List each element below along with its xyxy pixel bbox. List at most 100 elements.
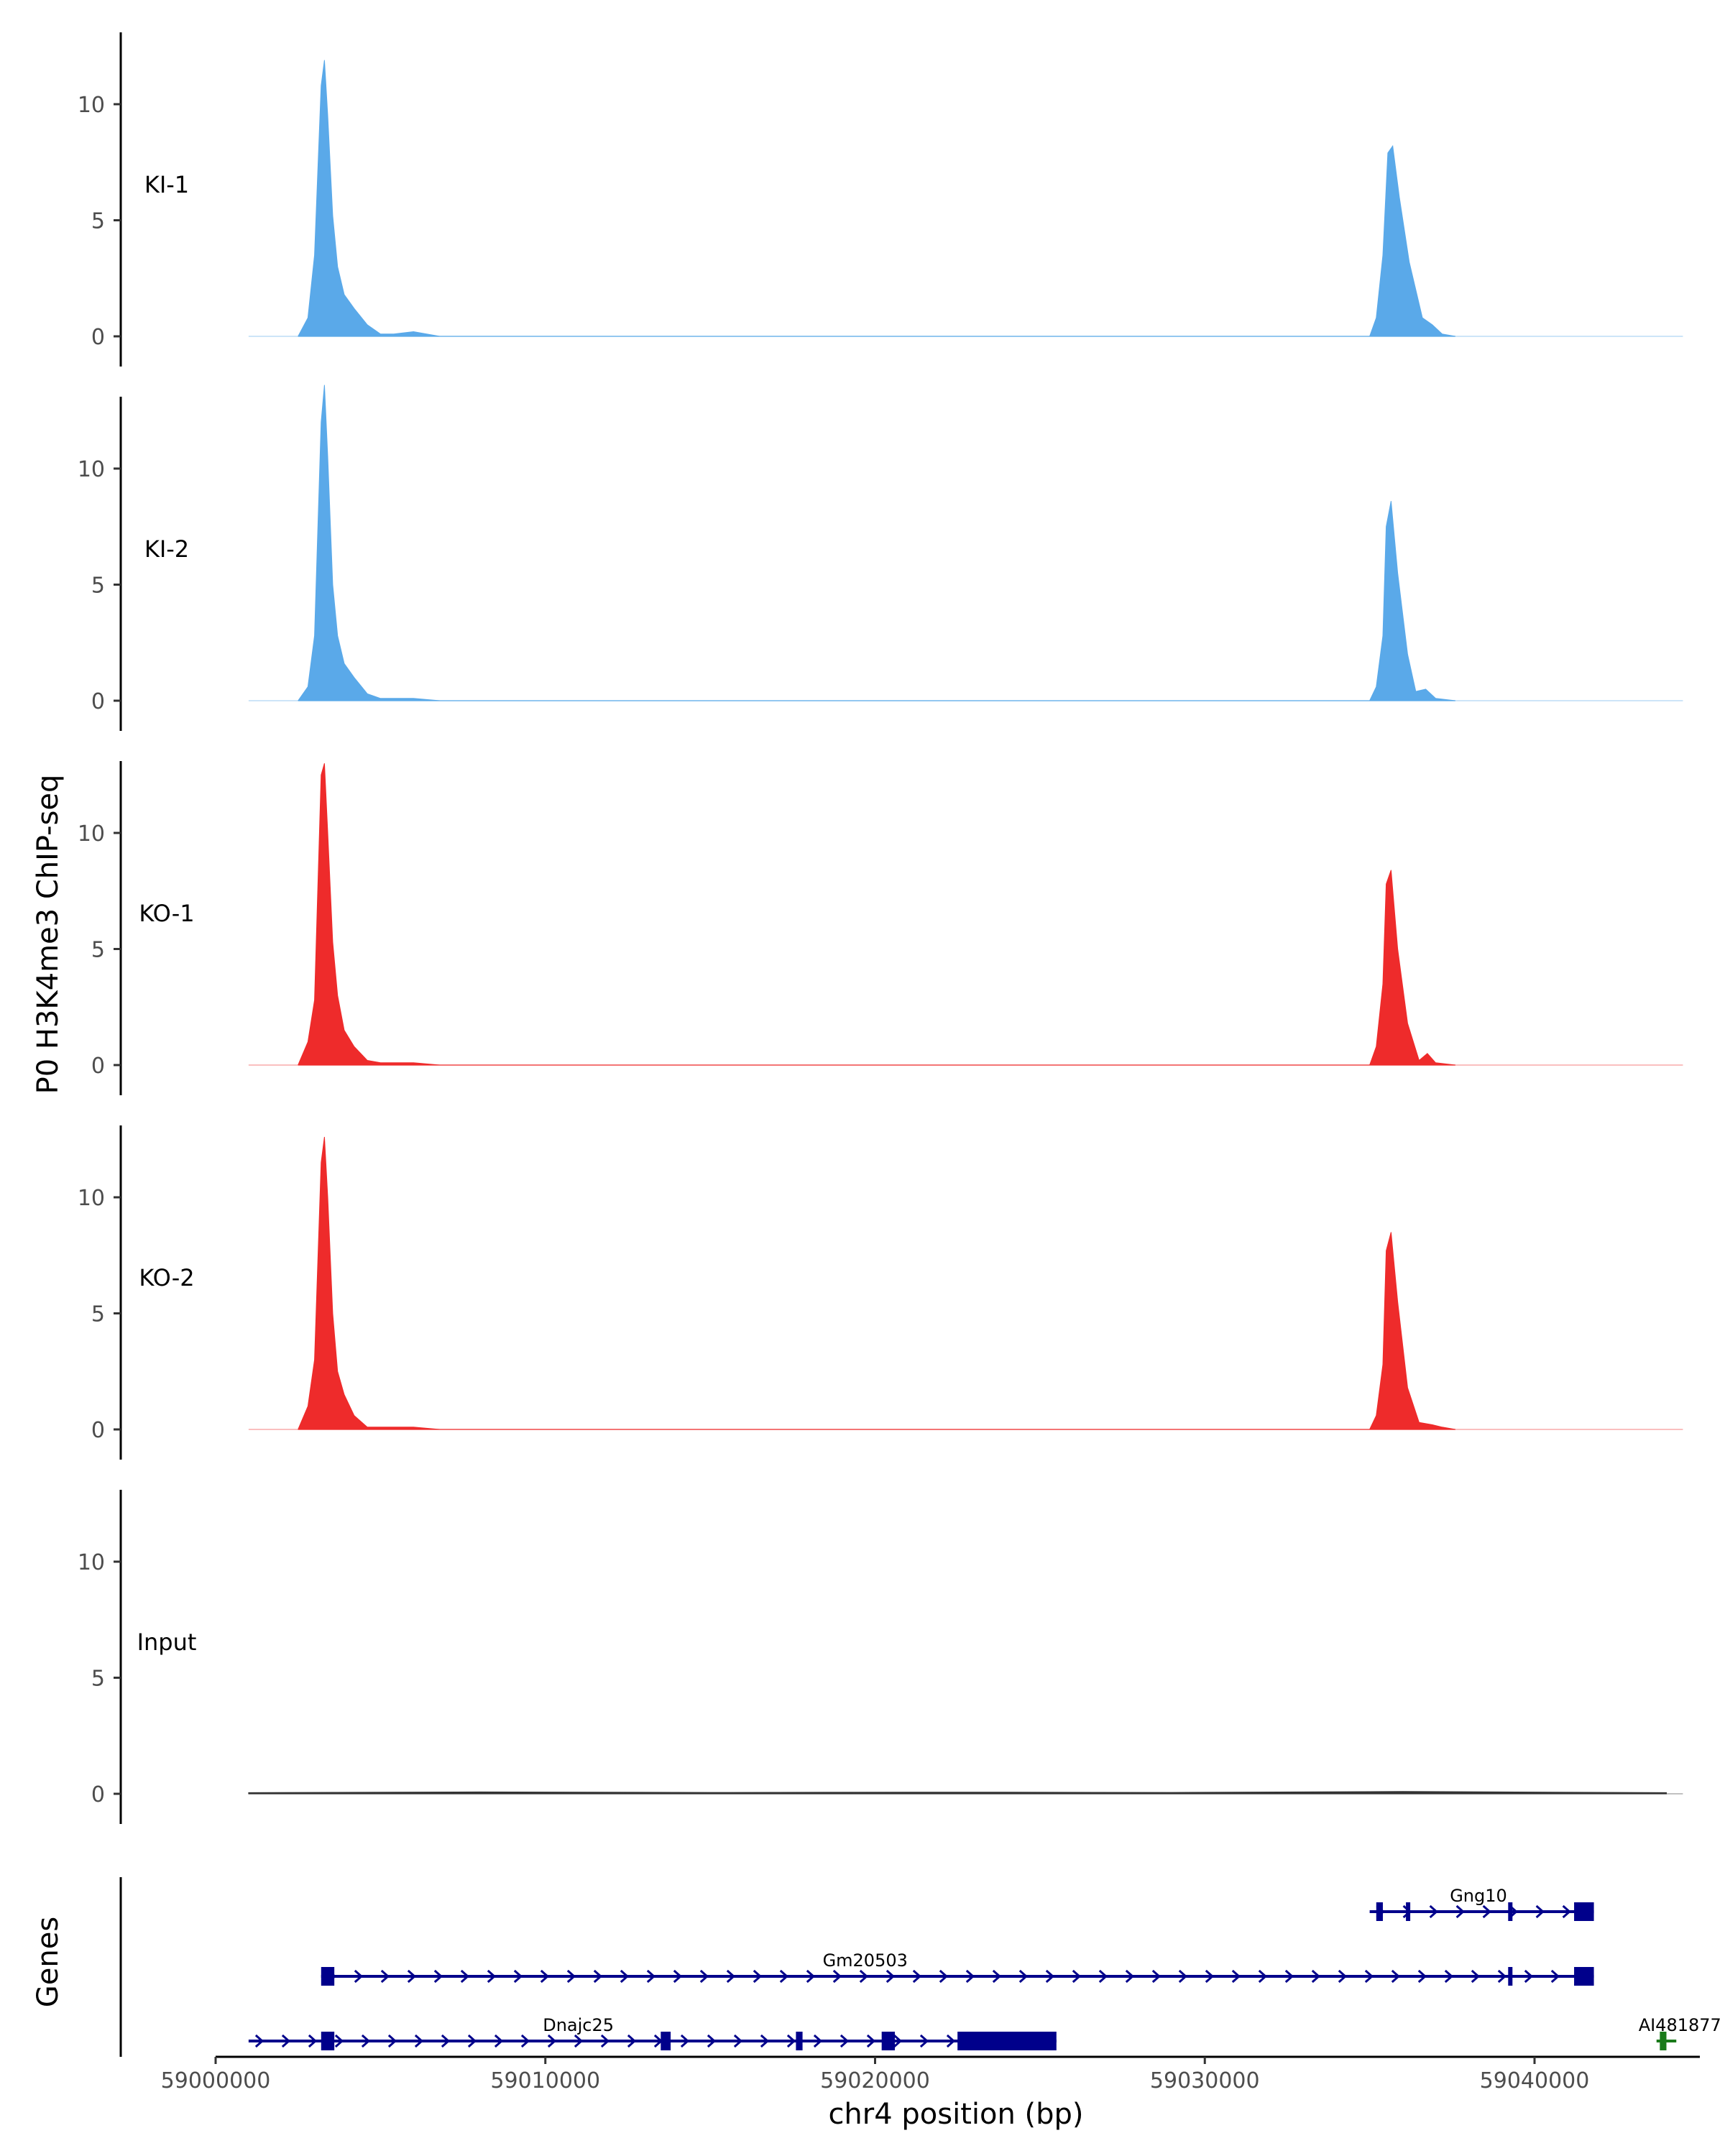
strand-arrow — [1482, 1904, 1491, 1919]
x-tick-label: 59010000 — [490, 2068, 600, 2093]
track-ki-1: 0 5 10 KI-1 — [78, 32, 1683, 367]
strand-arrow — [1151, 1969, 1162, 1984]
exon-block — [661, 2032, 671, 2050]
track-label: Input — [137, 1628, 197, 1656]
track-label: KI-2 — [144, 535, 189, 563]
strand-arrow — [726, 1969, 736, 1984]
strand-arrow — [361, 2034, 371, 2048]
strand-arrow — [441, 2034, 451, 2048]
gene-annotation-panel: Gng10 Gm20503 Dnajc25 AI481877 — [119, 1877, 1721, 2057]
strand-arrow — [760, 2034, 770, 2048]
strand-arrow — [354, 1969, 364, 1984]
gene-label: Gm20503 — [823, 1950, 908, 1971]
strand-arrow — [786, 2034, 796, 2048]
strand-arrow — [547, 2034, 557, 2048]
exon-block — [1508, 1902, 1513, 1921]
track-label: KO-2 — [139, 1264, 194, 1291]
y-tick-label: 5 — [91, 573, 105, 599]
strand-arrow — [1098, 1969, 1108, 1984]
exon-block — [1376, 1902, 1383, 1921]
strand-arrow — [707, 2034, 717, 2048]
strand-arrow — [1338, 1969, 1348, 1984]
strand-arrow — [832, 1969, 842, 1984]
y-tick-label: 0 — [91, 1418, 105, 1443]
y-tick-label: 5 — [91, 209, 105, 234]
strand-arrow — [1497, 1969, 1507, 1984]
strand-arrow — [433, 1969, 443, 1984]
y-tick-label: 0 — [91, 689, 105, 714]
signal-area — [298, 1136, 1455, 1430]
track-ko-2: 0 5 10 KO-2 — [78, 1125, 1683, 1460]
gene-label: AI481877 — [1639, 2015, 1721, 2035]
strand-arrow — [1524, 1969, 1534, 1984]
strand-arrow — [574, 2034, 584, 2048]
strand-arrow — [1455, 1904, 1465, 1919]
strand-arrow — [1205, 1969, 1215, 1984]
track-input: 0 5 10 Input — [78, 1490, 1683, 1824]
x-axis-title: chr4 position (bp) — [828, 2098, 1083, 2131]
y-tick-label: 10 — [78, 1550, 105, 1575]
strand-arrow — [407, 1969, 417, 1984]
y-tick-label: 5 — [91, 938, 105, 963]
exon-block — [881, 2032, 896, 2050]
strand-arrow — [1444, 1969, 1454, 1984]
x-tick-label: 59000000 — [161, 2068, 271, 2093]
strand-arrow — [886, 1969, 896, 1984]
signal-area — [298, 384, 1455, 701]
track-ko-1: 0 5 10 KO-1 — [78, 761, 1683, 1095]
strand-arrow — [414, 2034, 424, 2048]
strand-arrow — [939, 1969, 949, 1984]
strand-arrow — [600, 2034, 610, 2048]
strand-arrow — [520, 2034, 530, 2048]
y-tick-label: 10 — [78, 457, 105, 482]
strand-arrow — [1471, 1969, 1481, 1984]
strand-arrow — [893, 2034, 903, 2048]
strand-arrow — [992, 1969, 1002, 1984]
strand-arrow — [460, 1969, 470, 1984]
gene-label: Dnajc25 — [543, 2015, 614, 2035]
strand-arrow — [912, 1969, 922, 1984]
exon-block — [321, 1967, 335, 1986]
x-axis: 59000000 59010000 59020000 59030000 59040000 — [161, 2055, 1700, 2093]
strand-arrow — [254, 2034, 264, 2048]
strand-arrow — [1231, 1969, 1241, 1984]
strand-arrow — [753, 1969, 763, 1984]
strand-arrow — [467, 2034, 477, 2048]
exon-block — [321, 2032, 335, 2050]
track-ki-2: 0 5 10 KI-2 — [78, 384, 1683, 731]
x-tick-label: 59030000 — [1150, 2068, 1260, 2093]
x-tick-label: 59040000 — [1480, 2068, 1590, 2093]
y-tick-label: 0 — [91, 1054, 105, 1079]
strand-arrow — [334, 2034, 344, 2048]
strand-arrow — [627, 2034, 637, 2048]
strand-arrow — [1045, 1969, 1055, 1984]
strand-arrow — [380, 1969, 390, 1984]
signal-area — [298, 763, 1455, 1066]
strand-arrow — [965, 1969, 975, 1984]
strand-arrow — [593, 1969, 603, 1984]
exon-block — [796, 2032, 803, 2050]
exon-block — [957, 2032, 1057, 2050]
strand-arrow — [308, 2034, 318, 2048]
strand-arrow — [1417, 1969, 1427, 1984]
strand-arrow — [919, 2034, 929, 2048]
y-tick-label: 0 — [91, 1782, 105, 1807]
strand-arrow — [1311, 1969, 1321, 1984]
gene-ai481877: AI481877 — [1639, 2015, 1721, 2050]
y-tick-label: 0 — [91, 325, 105, 350]
strand-arrow — [1178, 1969, 1188, 1984]
gene-label: Gng10 — [1450, 1886, 1507, 1906]
strand-arrow — [1125, 1969, 1135, 1984]
strand-arrow — [1550, 1969, 1560, 1984]
strand-arrow — [1072, 1969, 1082, 1984]
strand-arrow — [513, 1969, 523, 1984]
exon-block — [1508, 1967, 1513, 1986]
exon-block — [1574, 1902, 1594, 1921]
signal-area — [248, 1791, 1667, 1795]
signal-area — [298, 60, 1455, 337]
gene-dnajc25: Dnajc25 — [248, 2015, 1057, 2050]
strand-arrow — [1258, 1969, 1268, 1984]
gene-gm20503: Gm20503 — [321, 1950, 1594, 1986]
strand-arrow — [673, 1969, 683, 1984]
